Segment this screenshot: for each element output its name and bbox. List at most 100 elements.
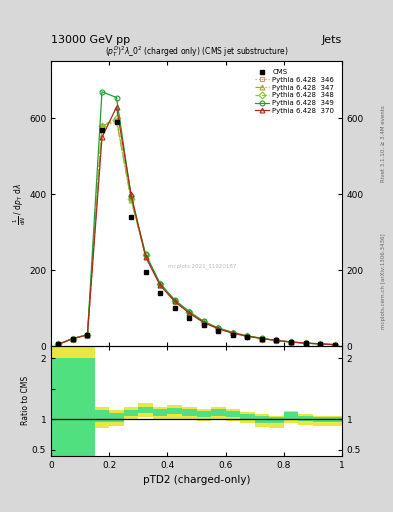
Pythia 6.428  370 [56,341,61,347]
Pythia 6.428  370 [114,104,119,110]
Pythia 6.428  348 [274,337,279,344]
Text: Jets: Jets [321,35,342,45]
Pythia 6.428  349 [274,337,279,344]
Pythia 6.428  348 [56,341,61,347]
Pythia 6.428  347 [274,337,279,344]
Pythia 6.428  346 [114,119,119,125]
Pythia 6.428  370 [289,339,294,345]
CMS [332,342,337,348]
CMS [303,340,308,346]
Pythia 6.428  348 [143,252,148,258]
Pythia 6.428  347 [158,282,163,288]
CMS [114,119,119,125]
CMS [260,335,264,342]
CMS [129,214,134,220]
Pythia 6.428  348 [100,123,105,129]
Pythia 6.428  346 [187,309,192,315]
CMS [71,335,75,342]
Pythia 6.428  347 [114,117,119,123]
Pythia 6.428  370 [202,319,206,326]
Pythia 6.428  370 [100,134,105,140]
Pythia 6.428  349 [303,340,308,346]
Pythia 6.428  349 [173,297,177,303]
Pythia 6.428  347 [318,341,323,347]
Pythia 6.428  370 [303,340,308,346]
Pythia 6.428  347 [85,332,90,338]
Pythia 6.428  370 [260,335,264,342]
CMS [56,341,61,347]
Text: 13000 GeV pp: 13000 GeV pp [51,35,130,45]
Pythia 6.428  346 [143,252,148,258]
Pythia 6.428  370 [129,191,134,198]
Pythia 6.428  346 [216,325,221,331]
CMS [158,290,163,296]
Line: Pythia 6.428  348: Pythia 6.428 348 [56,116,337,347]
Pythia 6.428  347 [143,253,148,259]
Pythia 6.428  346 [100,123,105,129]
X-axis label: pTD2 (charged-only): pTD2 (charged-only) [143,475,250,485]
Pythia 6.428  347 [231,330,235,336]
CMS [100,126,105,133]
Pythia 6.428  348 [216,325,221,331]
CMS [173,305,177,311]
Pythia 6.428  349 [143,251,148,258]
Pythia 6.428  348 [173,297,177,304]
Pythia 6.428  370 [231,330,235,336]
Pythia 6.428  348 [71,335,75,342]
Pythia 6.428  348 [289,339,294,345]
Pythia 6.428  349 [100,89,105,95]
Pythia 6.428  346 [318,341,323,347]
Pythia 6.428  349 [71,335,75,342]
Pythia 6.428  346 [158,281,163,287]
Pythia 6.428  346 [260,335,264,342]
Pythia 6.428  347 [289,339,294,345]
Pythia 6.428  349 [158,281,163,287]
Pythia 6.428  346 [129,195,134,201]
Pythia 6.428  370 [143,254,148,260]
CMS [231,332,235,338]
Line: Pythia 6.428  346: Pythia 6.428 346 [56,120,337,347]
Pythia 6.428  370 [71,335,75,342]
Pythia 6.428  347 [129,197,134,203]
CMS [202,322,206,328]
Pythia 6.428  348 [332,342,337,348]
Pythia 6.428  349 [318,341,323,347]
Pythia 6.428  346 [85,332,90,338]
Pythia 6.428  348 [318,341,323,347]
Pythia 6.428  346 [202,318,206,325]
Pythia 6.428  370 [85,332,90,338]
Pythia 6.428  347 [187,310,192,316]
Pythia 6.428  349 [332,342,337,348]
Pythia 6.428  346 [173,297,177,304]
CMS [85,332,90,338]
Pythia 6.428  346 [56,341,61,347]
Line: CMS: CMS [56,120,337,347]
Pythia 6.428  348 [202,319,206,325]
Pythia 6.428  370 [332,342,337,348]
Pythia 6.428  370 [187,310,192,316]
CMS [245,334,250,340]
Y-axis label: Ratio to CMS: Ratio to CMS [22,376,31,425]
Pythia 6.428  346 [245,333,250,339]
Pythia 6.428  348 [85,332,90,338]
CMS [318,341,323,347]
Pythia 6.428  349 [260,335,264,342]
Text: mcplots 2021_11920187: mcplots 2021_11920187 [168,264,237,269]
Pythia 6.428  370 [216,326,221,332]
Pythia 6.428  347 [100,123,105,129]
Legend: CMS, Pythia 6.428  346, Pythia 6.428  347, Pythia 6.428  348, Pythia 6.428  349,: CMS, Pythia 6.428 346, Pythia 6.428 347,… [254,68,336,115]
Text: $(p_T^D)^2\lambda\_0^2$ (charged only) (CMS jet substructure): $(p_T^D)^2\lambda\_0^2$ (charged only) (… [105,44,288,58]
Pythia 6.428  346 [332,342,337,348]
CMS [216,328,221,334]
Pythia 6.428  347 [216,326,221,332]
Pythia 6.428  348 [245,333,250,339]
Pythia 6.428  349 [245,333,250,339]
Pythia 6.428  348 [114,115,119,121]
Pythia 6.428  347 [173,298,177,305]
Pythia 6.428  349 [114,94,119,100]
Pythia 6.428  347 [332,342,337,348]
Pythia 6.428  348 [129,196,134,202]
Y-axis label: $\frac{1}{\mathrm{d}N}$ / $\mathrm{d}p_\mathrm{T}$ $\mathrm{d}\lambda$: $\frac{1}{\mathrm{d}N}$ / $\mathrm{d}p_\… [11,183,28,225]
Pythia 6.428  346 [274,337,279,344]
Pythia 6.428  349 [85,332,90,338]
